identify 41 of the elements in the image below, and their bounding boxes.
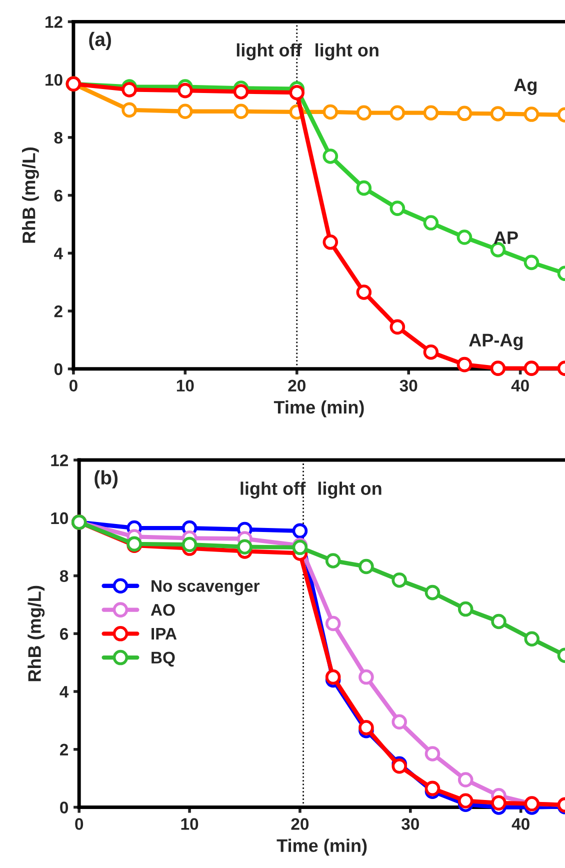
y-tick-label: 12 (51, 454, 68, 466)
x-tick-label: 30 (402, 818, 419, 830)
y-tick-label: 0 (60, 802, 68, 814)
legend-label: BQ (152, 652, 175, 667)
x-tick-label: 0 (75, 818, 84, 830)
x-tick-label: 30 (400, 380, 418, 392)
annotation: (a) (89, 32, 111, 50)
annotation: light on (316, 43, 378, 60)
y-tick-label: 10 (46, 74, 62, 86)
x-axis-title: Time (min) (276, 838, 367, 856)
y-axis-title: RhB (mg/L) (28, 586, 45, 682)
x-tick-label: 10 (181, 818, 198, 830)
x-tick-label: 40 (512, 818, 530, 830)
x-tick-label: 20 (288, 380, 306, 392)
y-tick-label: 2 (60, 744, 68, 756)
x-tick-label: 10 (176, 380, 194, 392)
legend-label: AO (150, 604, 175, 616)
x-tick-label: 20 (291, 818, 309, 830)
series-label: AP-Ag (469, 334, 523, 350)
y-tick-label: 10 (51, 512, 68, 524)
y-tick-label: 8 (54, 132, 63, 144)
y-tick-label: 8 (60, 570, 68, 582)
y-tick-label: 4 (60, 686, 69, 698)
y-tick-label: 12 (46, 16, 62, 28)
annotation: light off (240, 482, 306, 499)
y-tick-label: 0 (54, 363, 62, 376)
annotation: light off (236, 43, 302, 60)
x-tick-label: 0 (69, 380, 78, 392)
legend-label: IPA (152, 628, 177, 640)
annotation: (b) (94, 470, 118, 488)
y-tick-label: 6 (54, 190, 62, 202)
legend-label: No scavenger (152, 580, 260, 596)
y-tick-label: 4 (54, 248, 63, 260)
annotation: light on (318, 482, 382, 499)
y-axis-title: RhB (mg/L) (22, 148, 39, 243)
x-tick-label: 40 (511, 380, 529, 392)
series-label: Ag (514, 78, 536, 95)
y-tick-label: 2 (54, 305, 62, 318)
series-label: AP (494, 231, 518, 244)
y-tick-label: 6 (60, 628, 68, 640)
x-axis-title: Time (min) (274, 400, 364, 418)
